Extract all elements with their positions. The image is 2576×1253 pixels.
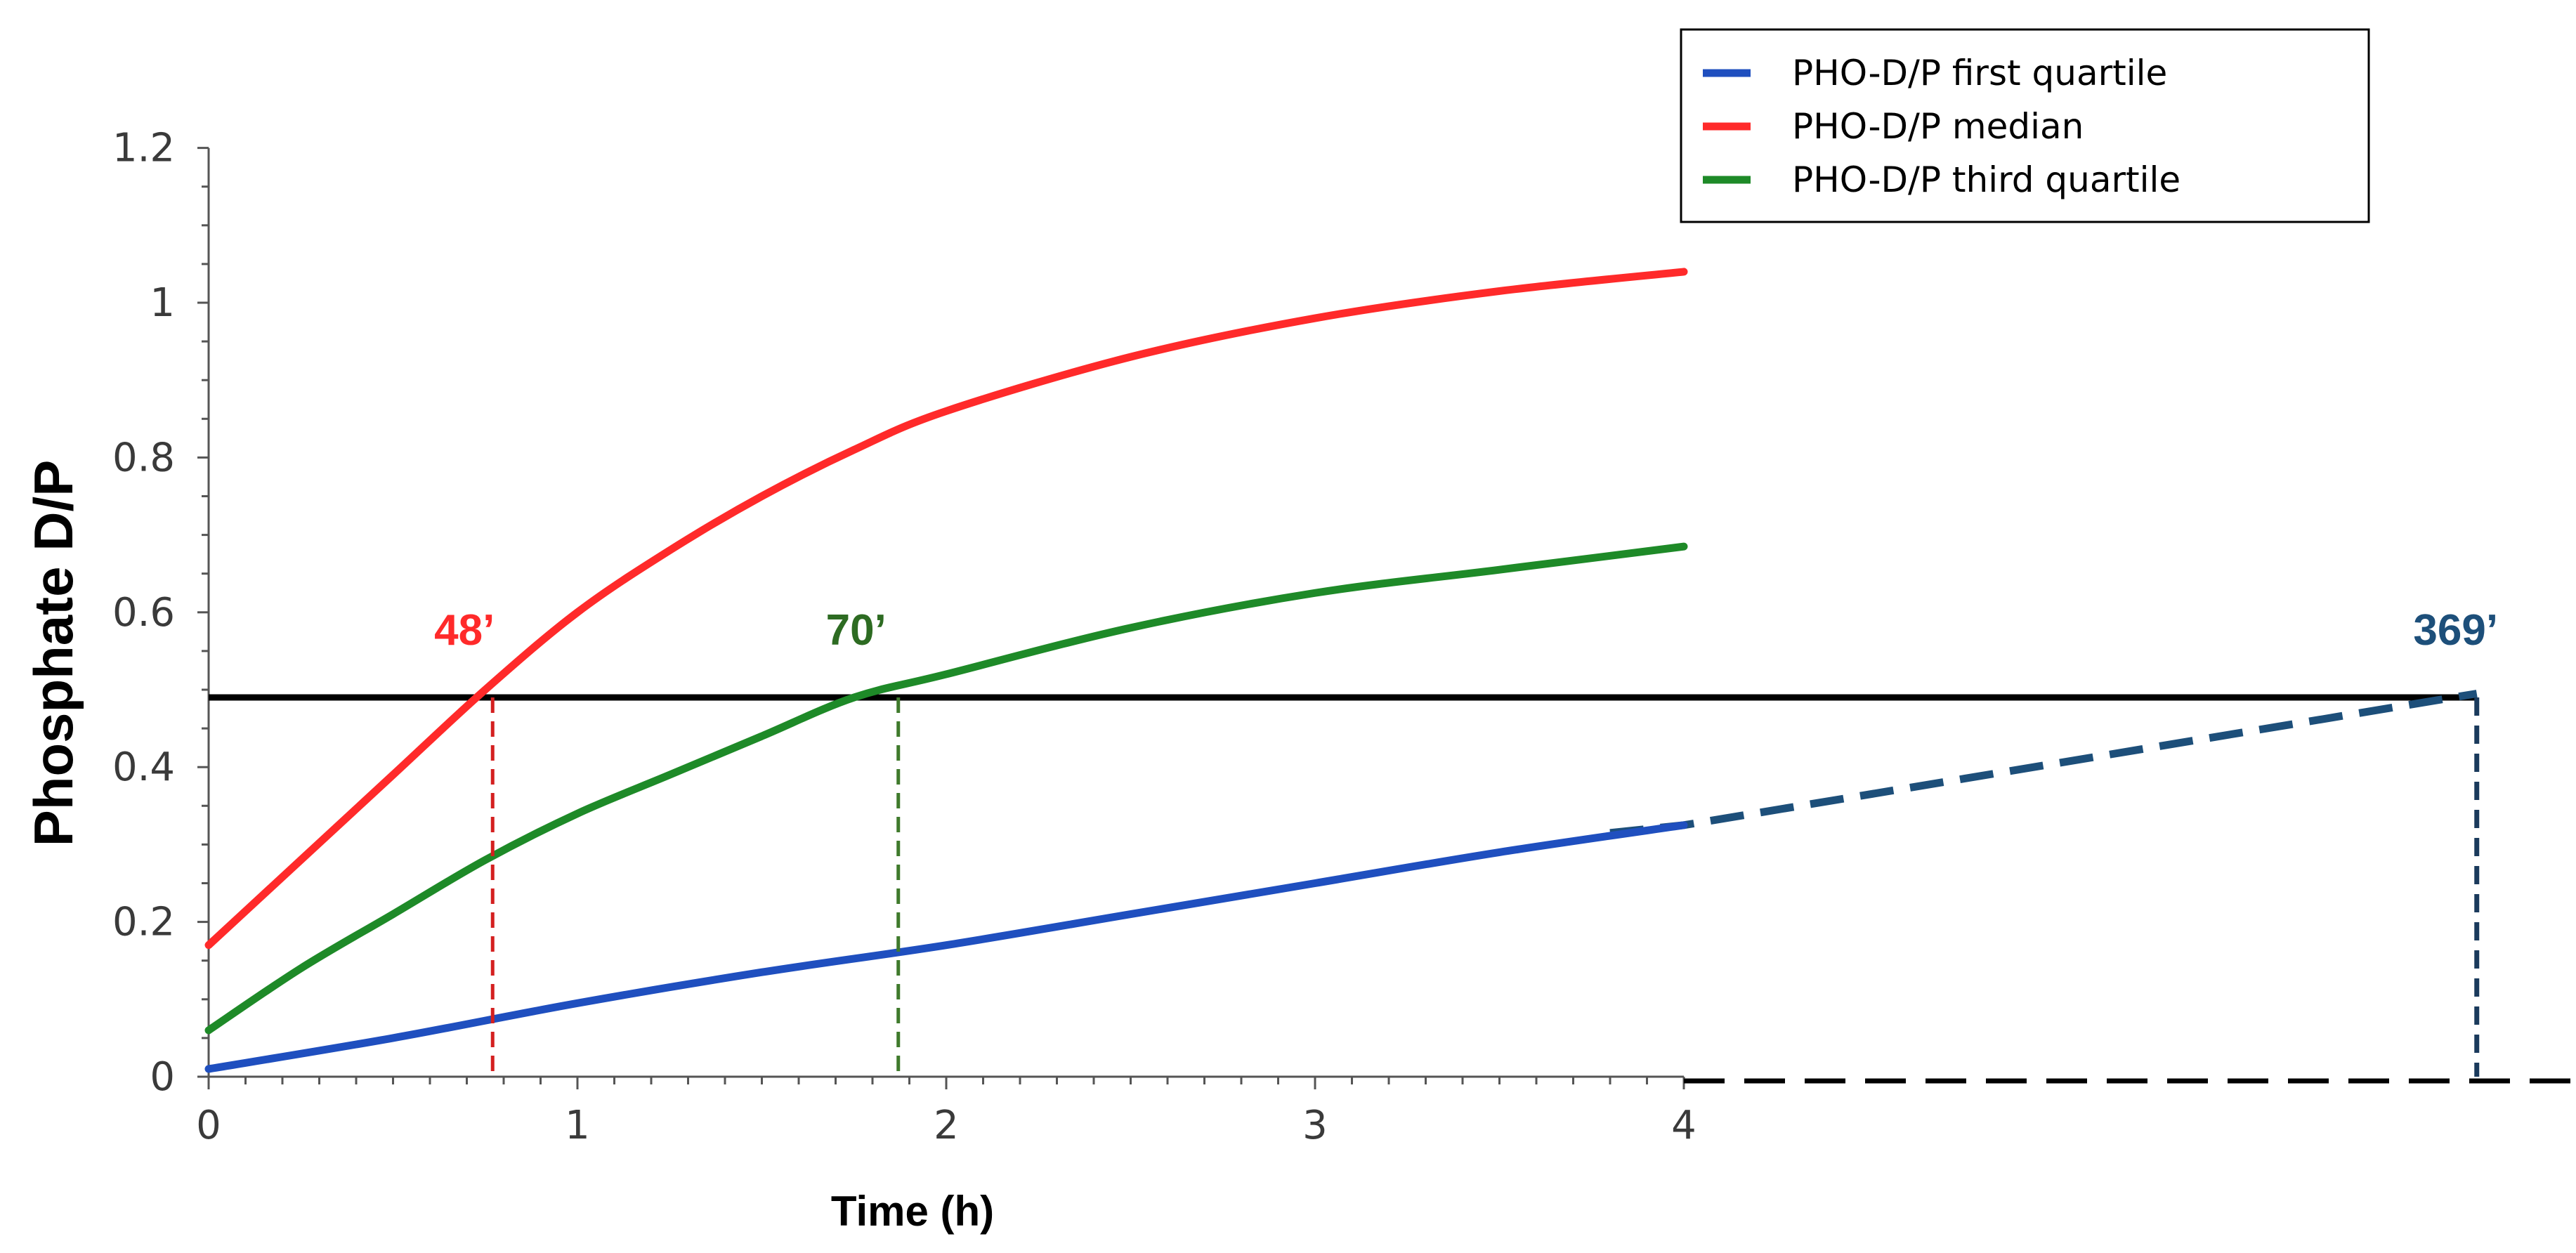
x-tick-label: 2 [934, 1103, 959, 1148]
y-tick-label: 0.4 [112, 744, 175, 790]
annotation-label: 369’ [2413, 606, 2498, 655]
x-tick-label: 4 [1671, 1103, 1696, 1148]
x-tick-label: 1 [565, 1103, 590, 1148]
legend-item-third-quartile: PHO-D/P third quartile [1703, 159, 2181, 200]
y-axis-title: Phosphate D/P [22, 460, 84, 846]
annotation-label: 70’ [826, 606, 887, 655]
legend: PHO-D/P first quartile PHO-D/P median PHO-… [1680, 28, 2370, 223]
reference-lines [209, 694, 2576, 1084]
x-axis-title: Time (h) [831, 1188, 994, 1235]
legend-item-first-quartile: PHO-D/P first quartile [1703, 53, 2167, 93]
median-line [204, 268, 1688, 950]
third-quartile-line [204, 542, 1688, 1035]
y-axis-ticks: 0 0.2 0.4 0.6 0.8 1 1.2 [112, 126, 209, 1100]
axes [207, 147, 1684, 1078]
y-tick-label: 0 [150, 1054, 175, 1100]
y-tick-label: 1.2 [112, 126, 175, 171]
x-axis-ticks: 0 1 2 3 4 [196, 1077, 1696, 1148]
legend-label: PHO-D/P first quartile [1792, 53, 2167, 93]
y-tick-label: 1 [150, 280, 175, 326]
x-tick-label: 0 [196, 1103, 221, 1148]
first-quartile-line [204, 821, 1688, 1073]
x-tick-label: 3 [1302, 1103, 1328, 1148]
y-tick-label: 0.6 [112, 590, 175, 636]
legend-box [1680, 28, 2370, 223]
legend-item-median: PHO-D/P median [1703, 106, 2084, 147]
y-tick-label: 0.2 [112, 900, 175, 945]
annotation-label: 48’ [434, 606, 495, 655]
legend-label: PHO-D/P median [1792, 106, 2084, 147]
series-layer [204, 268, 2478, 1073]
first-quartile-extrapolation-line [1609, 690, 2478, 837]
y-tick-label: 0.8 [112, 435, 175, 480]
legend-label: PHO-D/P third quartile [1792, 159, 2181, 200]
annotations-layer: 48’ 70’ 369’ [434, 606, 2498, 1077]
